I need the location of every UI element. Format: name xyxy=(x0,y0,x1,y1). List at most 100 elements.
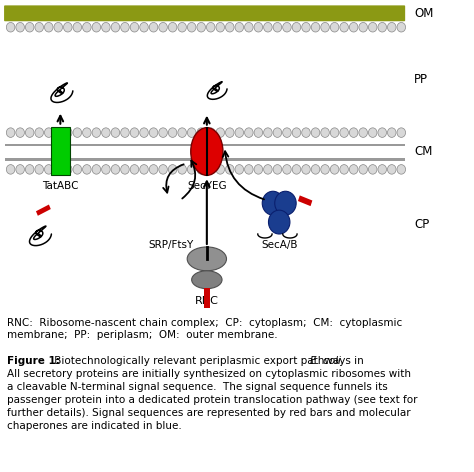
Circle shape xyxy=(378,128,386,137)
Circle shape xyxy=(330,165,339,174)
Circle shape xyxy=(302,165,310,174)
Circle shape xyxy=(330,23,339,32)
Bar xyxy=(5,143,405,146)
Circle shape xyxy=(321,23,329,32)
Circle shape xyxy=(264,23,272,32)
FancyBboxPatch shape xyxy=(4,5,405,21)
Circle shape xyxy=(275,191,296,215)
Text: SecYEG: SecYEG xyxy=(187,181,227,191)
Circle shape xyxy=(207,23,215,32)
Circle shape xyxy=(6,23,15,32)
Circle shape xyxy=(254,128,263,137)
Circle shape xyxy=(302,128,310,137)
Text: CM: CM xyxy=(414,145,432,158)
Circle shape xyxy=(73,165,82,174)
Text: passenger protein into a dedicated protein translocation pathway (see text for: passenger protein into a dedicated prote… xyxy=(7,395,417,405)
Circle shape xyxy=(168,128,177,137)
Text: a cleavable N-terminal signal sequence.  The signal sequence funnels its: a cleavable N-terminal signal sequence. … xyxy=(7,382,388,392)
Circle shape xyxy=(397,165,406,174)
Circle shape xyxy=(178,23,186,32)
Circle shape xyxy=(302,23,310,32)
Circle shape xyxy=(368,23,377,32)
Circle shape xyxy=(64,23,72,32)
Circle shape xyxy=(6,128,15,137)
Circle shape xyxy=(92,23,100,32)
Circle shape xyxy=(264,128,272,137)
Text: further details). Signal sequences are represented by red bars and molecular: further details). Signal sequences are r… xyxy=(7,408,410,418)
Circle shape xyxy=(292,165,301,174)
Text: SRP/FtsY: SRP/FtsY xyxy=(148,240,194,250)
Circle shape xyxy=(359,128,367,137)
Text: TatABC: TatABC xyxy=(42,181,79,191)
Circle shape xyxy=(140,23,148,32)
Circle shape xyxy=(311,128,320,137)
Circle shape xyxy=(245,165,253,174)
Circle shape xyxy=(140,165,148,174)
Ellipse shape xyxy=(191,127,223,176)
Circle shape xyxy=(226,165,234,174)
Circle shape xyxy=(330,128,339,137)
Circle shape xyxy=(226,23,234,32)
Text: RNC:  Ribosome-nascent chain complex;  CP:  cytoplasm;  CM:  cytoplasmic: RNC: Ribosome-nascent chain complex; CP:… xyxy=(7,318,402,328)
Circle shape xyxy=(268,210,290,234)
Circle shape xyxy=(262,191,283,215)
Circle shape xyxy=(292,23,301,32)
Circle shape xyxy=(159,23,167,32)
Circle shape xyxy=(368,165,377,174)
Circle shape xyxy=(64,165,72,174)
Text: SecA/B: SecA/B xyxy=(261,240,298,250)
Circle shape xyxy=(121,23,129,32)
Circle shape xyxy=(111,128,120,137)
Circle shape xyxy=(397,23,406,32)
Text: Figure 1:: Figure 1: xyxy=(7,356,60,366)
Circle shape xyxy=(283,128,291,137)
Circle shape xyxy=(16,165,25,174)
Circle shape xyxy=(321,165,329,174)
Circle shape xyxy=(321,128,329,137)
Circle shape xyxy=(26,128,34,137)
Bar xyxy=(5,159,405,161)
Circle shape xyxy=(283,23,291,32)
Text: RNC: RNC xyxy=(195,295,219,306)
Circle shape xyxy=(359,165,367,174)
Circle shape xyxy=(140,128,148,137)
Circle shape xyxy=(130,165,139,174)
Circle shape xyxy=(35,128,44,137)
Circle shape xyxy=(387,128,396,137)
Circle shape xyxy=(216,23,225,32)
Circle shape xyxy=(283,165,291,174)
Bar xyxy=(204,288,210,308)
Circle shape xyxy=(349,23,358,32)
Circle shape xyxy=(235,165,244,174)
Circle shape xyxy=(245,23,253,32)
Circle shape xyxy=(121,165,129,174)
Circle shape xyxy=(368,128,377,137)
Circle shape xyxy=(73,23,82,32)
Circle shape xyxy=(168,165,177,174)
Circle shape xyxy=(273,128,282,137)
Circle shape xyxy=(92,128,100,137)
Circle shape xyxy=(273,23,282,32)
Circle shape xyxy=(111,165,120,174)
Text: CP: CP xyxy=(414,218,429,230)
Circle shape xyxy=(311,165,320,174)
Circle shape xyxy=(45,165,53,174)
Circle shape xyxy=(254,165,263,174)
Circle shape xyxy=(159,128,167,137)
Circle shape xyxy=(340,165,348,174)
Polygon shape xyxy=(298,195,312,206)
Circle shape xyxy=(121,128,129,137)
Circle shape xyxy=(235,128,244,137)
Circle shape xyxy=(207,165,215,174)
Circle shape xyxy=(197,165,205,174)
Circle shape xyxy=(130,128,139,137)
Circle shape xyxy=(149,23,158,32)
Circle shape xyxy=(387,165,396,174)
Text: OM: OM xyxy=(414,7,433,20)
Circle shape xyxy=(45,23,53,32)
Text: PP: PP xyxy=(414,74,428,86)
Circle shape xyxy=(26,23,34,32)
Circle shape xyxy=(178,128,186,137)
Text: Biotechnologically relevant periplasmic export pathways in: Biotechnologically relevant periplasmic … xyxy=(51,356,367,366)
Circle shape xyxy=(245,128,253,137)
